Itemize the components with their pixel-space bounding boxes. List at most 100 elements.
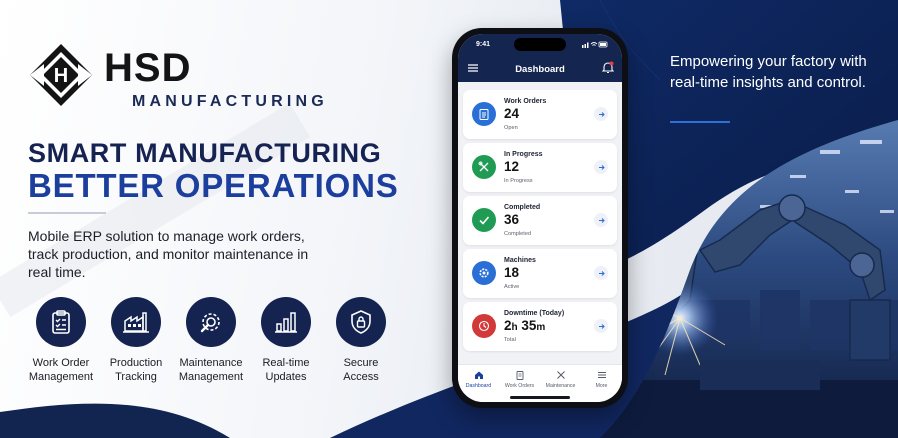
tab-dashboard[interactable]: Dashboard: [458, 370, 499, 389]
feature-label-line-2: Management: [178, 371, 244, 383]
downtime-hours-unit: h: [511, 322, 518, 333]
card-value: 18: [504, 265, 520, 280]
arrow-right-icon: [598, 164, 605, 170]
brand-logo: H HSD MANUFACTURING: [28, 42, 324, 112]
check-icon: [479, 216, 490, 225]
card-value: 2h 35m: [504, 318, 545, 333]
description: Mobile ERP solution to manage work order…: [28, 228, 309, 280]
card-arrow-button[interactable]: [594, 107, 608, 121]
card-icon-circle: [472, 208, 496, 232]
tab-more[interactable]: More: [581, 370, 622, 389]
feature-icon-circle: [186, 297, 236, 347]
feature-label-line-1: Real-time: [262, 357, 310, 369]
card-arrow-button[interactable]: [594, 213, 608, 227]
card-sublabel: Completed: [504, 231, 532, 237]
card-icon-circle: [472, 102, 496, 126]
phone-mockup: 9:41 Dashboard: [452, 28, 628, 408]
downtime-hours: 2: [504, 318, 512, 333]
status-time: 9:41: [476, 41, 491, 48]
card-downtime[interactable]: Downtime (Today) 2h 35m Total: [463, 302, 617, 351]
card-machines[interactable]: Machines 18 Active: [463, 249, 617, 298]
wrench-gear-icon: [200, 313, 220, 333]
feature-icon-circle: [336, 297, 386, 347]
gear-icon: [479, 268, 489, 278]
clipboard-checklist-icon: [52, 310, 70, 334]
phone-screen: 9:41 Dashboard: [458, 34, 622, 402]
card-sublabel: Active: [504, 284, 520, 290]
feature-icon-circle: [111, 297, 161, 347]
feature-label-line-1: Secure: [343, 357, 379, 369]
headline: SMART MANUFACTURING BETTER OPERATIONS: [28, 138, 399, 204]
shield-lock-icon: [351, 310, 371, 334]
feature-label-line-1: Production: [109, 357, 163, 369]
card-value: 24: [504, 106, 520, 121]
notification-bell-icon[interactable]: [602, 61, 614, 74]
card-arrow-button[interactable]: [594, 160, 608, 174]
home-indicator[interactable]: [510, 396, 570, 399]
headline-line-2: BETTER OPERATIONS: [28, 167, 399, 204]
app-title: Dashboard: [515, 64, 565, 75]
feature-production-tracking: Production Tracking: [99, 297, 173, 384]
tab-work-orders[interactable]: Work Orders: [499, 370, 540, 389]
tagline: Empowering your factory with real-time i…: [670, 53, 867, 91]
feature-label-line-1: Work Order: [32, 357, 90, 369]
tab-label: Work Orders: [504, 383, 535, 389]
tab-label: More: [595, 383, 608, 389]
card-icon-circle: [472, 261, 496, 285]
card-sublabel: Open: [504, 125, 518, 131]
tools-icon: [556, 371, 565, 379]
card-completed[interactable]: Completed 36 Completed: [463, 196, 617, 245]
card-icon-circle: [472, 314, 496, 338]
tools-icon: [478, 161, 489, 172]
hsd-logo-mark-icon: H: [30, 44, 92, 106]
brand-name: HSD: [104, 46, 192, 90]
brand-subtitle: MANUFACTURING: [132, 93, 328, 110]
headline-divider: [28, 212, 106, 214]
downtime-minutes: 35: [521, 318, 537, 333]
clipboard-icon: [479, 109, 489, 120]
app-bar: Dashboard: [458, 54, 622, 82]
status-bar: 9:41: [458, 34, 622, 54]
menu-icon: [597, 372, 606, 378]
tab-maintenance[interactable]: Maintenance: [540, 370, 581, 389]
card-label: Work Orders: [504, 98, 547, 105]
headline-line-1: SMART MANUFACTURING: [28, 138, 382, 168]
factory-icon: [123, 312, 149, 333]
arrow-right-icon: [598, 217, 605, 223]
feature-secure-access: Secure Access: [324, 297, 398, 384]
clock-icon: [478, 320, 490, 332]
tab-label: Dashboard: [465, 383, 492, 389]
feature-icon-circle: [36, 297, 86, 347]
card-arrow-button[interactable]: [594, 319, 608, 333]
feature-label-line-2: Updates: [265, 371, 307, 383]
feature-label-line-2: Access: [343, 371, 379, 383]
downtime-minutes-unit: m: [536, 322, 546, 333]
card-work-orders[interactable]: Work Orders 24 Open: [463, 90, 617, 139]
feature-real-time-updates: Real-time Updates: [249, 297, 323, 384]
bar-chart-icon: [275, 312, 297, 333]
feature-maintenance-management: Maintenance Management: [174, 297, 248, 384]
arrow-right-icon: [598, 111, 605, 117]
tagline-underline: [670, 121, 730, 123]
card-value: 36: [504, 212, 520, 227]
feature-work-order-management: Work Order Management: [24, 297, 98, 384]
bottom-tab-bar: Dashboard Work Orders Maintenance: [458, 364, 622, 402]
dynamic-island: [514, 38, 566, 51]
arrow-right-icon: [598, 323, 605, 329]
feature-label-line-2: Tracking: [115, 371, 157, 383]
card-arrow-button[interactable]: [594, 266, 608, 280]
card-value: 12: [504, 159, 520, 174]
feature-list: Work Order Management Production Tracking: [24, 297, 396, 387]
clipboard-icon: [516, 371, 523, 380]
svg-text:H: H: [54, 65, 68, 87]
card-label: Machines: [504, 257, 536, 264]
card-in-progress[interactable]: In Progress 12 In Progress: [463, 143, 617, 192]
card-sublabel: In Progress: [504, 178, 533, 184]
hamburger-menu-icon[interactable]: [468, 64, 478, 72]
arrow-right-icon: [598, 270, 605, 276]
card-sublabel: Total: [504, 337, 516, 343]
tab-label: Maintenance: [545, 383, 576, 389]
card-icon-circle: [472, 155, 496, 179]
feature-label-line-1: Maintenance: [179, 357, 243, 369]
